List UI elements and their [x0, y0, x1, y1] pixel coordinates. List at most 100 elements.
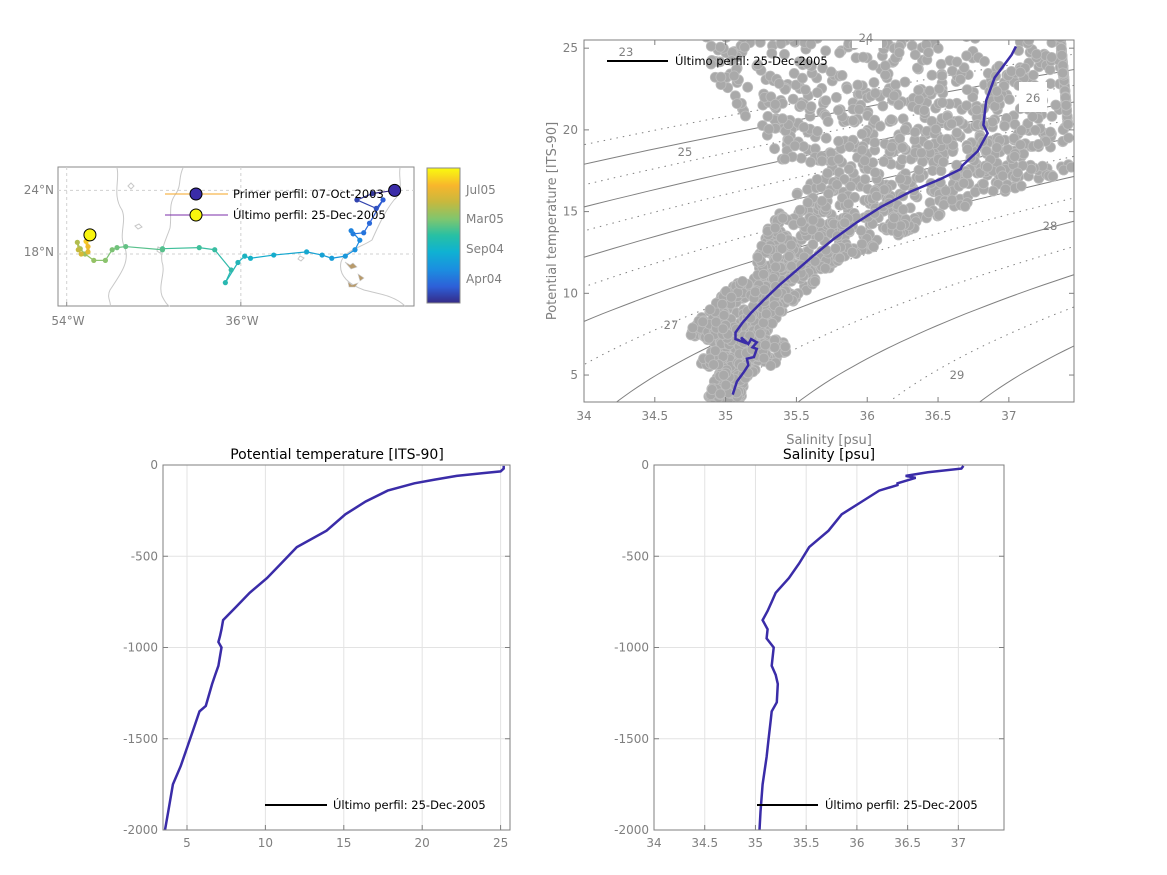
track-point [75, 247, 81, 253]
ts-x-tick-label: 37 [1001, 409, 1016, 423]
ts-point [933, 83, 945, 95]
x-tick-label: 34 [646, 836, 661, 850]
isopycnal-solid [797, 274, 1074, 402]
ts-point [831, 179, 843, 191]
ts-point [982, 161, 993, 173]
x-tick-label: 10 [258, 836, 273, 850]
colorbar-tick-label: Sep04 [466, 242, 504, 256]
ts-point [823, 188, 834, 200]
ts-point [717, 323, 729, 335]
ts-point [820, 132, 832, 144]
ts-point [769, 222, 781, 234]
contour-labels: 23 24 25 26 27 28 29 [619, 30, 1057, 382]
ts-point [775, 232, 787, 244]
ts-point [791, 188, 803, 200]
ts-point [813, 231, 825, 242]
ts-point [774, 305, 786, 317]
ts-point [765, 360, 777, 372]
x-tick-label: 36 [849, 836, 864, 850]
ts-point [987, 185, 999, 197]
ts-point [703, 332, 715, 344]
profile-line [163, 465, 505, 831]
ts-point [991, 85, 1003, 97]
ts-point [1012, 167, 1023, 179]
track-point [91, 257, 97, 263]
y-tick-label: -500 [131, 549, 158, 563]
isopycnal-solid [978, 345, 1074, 402]
ts-point [710, 316, 722, 328]
ts-point [918, 105, 930, 116]
ts-point [779, 153, 791, 165]
ts-point [859, 155, 871, 167]
ts-point [913, 164, 925, 176]
ts-point [769, 341, 780, 353]
ts-point [721, 40, 731, 43]
ts-point [758, 317, 769, 329]
map-grid [58, 167, 414, 306]
ts-point [912, 62, 923, 74]
ts-point [769, 143, 780, 155]
ts-point [893, 99, 905, 111]
ts-point [706, 384, 718, 395]
ts-point [930, 123, 942, 135]
ts-point [788, 68, 800, 79]
ts-point [716, 298, 728, 310]
ts-point [1009, 151, 1020, 162]
ts-point [785, 239, 797, 251]
track-point [85, 249, 91, 255]
ts-point [740, 110, 751, 122]
ts-point [760, 339, 771, 351]
ts-point [935, 165, 947, 177]
ts-x-tick-label: 34 [576, 409, 591, 423]
y-tick-label: -1500 [614, 732, 649, 746]
ts-point [886, 141, 898, 153]
islands-canary [344, 261, 365, 288]
ts-point [809, 255, 821, 267]
ts-point [825, 66, 837, 78]
ts-y-axis-label: Potential temperature [ITS-90] [545, 122, 560, 320]
ts-point [762, 243, 773, 255]
ts-point [937, 156, 949, 168]
ts-point [749, 286, 761, 298]
ts-point [775, 40, 787, 49]
temperature-title: Potential temperature [ITS-90] [230, 447, 444, 463]
ts-point [940, 185, 952, 197]
map-legend: Primer perfil: 07-Oct-2003 Último perfil… [165, 187, 386, 222]
track-segment [199, 247, 215, 251]
ts-point [838, 173, 850, 185]
ts-point [868, 77, 880, 88]
ts-y-tick-label: 5 [570, 368, 578, 382]
legend-marker-first [189, 187, 203, 201]
ts-point [897, 204, 909, 215]
ts-point [752, 59, 764, 71]
ts-point [877, 100, 889, 112]
ts-point [789, 140, 801, 152]
track-segment [125, 245, 163, 251]
ts-point [754, 40, 766, 48]
ts-point [728, 70, 740, 82]
ts-x-tick-label: 35 [718, 409, 733, 423]
ts-point [961, 168, 973, 180]
ts-point [725, 291, 737, 303]
ts-point [831, 92, 842, 103]
ts-point [787, 93, 799, 105]
ts-point [899, 124, 911, 136]
ts-point [923, 207, 935, 219]
track-point [342, 253, 348, 259]
temperature-ticks: 5 10 15 20 25 0 -500 -1000 -1500 -2000 [123, 458, 510, 850]
ts-point [794, 204, 806, 216]
ts-point [800, 84, 811, 96]
legend-label-first: Primer perfil: 07-Oct-2003 [233, 187, 384, 201]
temperature-grid [163, 464, 510, 831]
ts-point [705, 40, 717, 52]
contour-label: 24 [859, 31, 874, 45]
ts-point [999, 120, 1010, 132]
ts-point [971, 104, 983, 116]
ts-point [759, 284, 770, 296]
ts-legend: Último perfil: 25-Dec-2005 [607, 53, 828, 68]
track-segment [162, 247, 200, 250]
ts-point [926, 69, 938, 81]
ts-point [1006, 66, 1017, 77]
track-point [366, 220, 373, 226]
